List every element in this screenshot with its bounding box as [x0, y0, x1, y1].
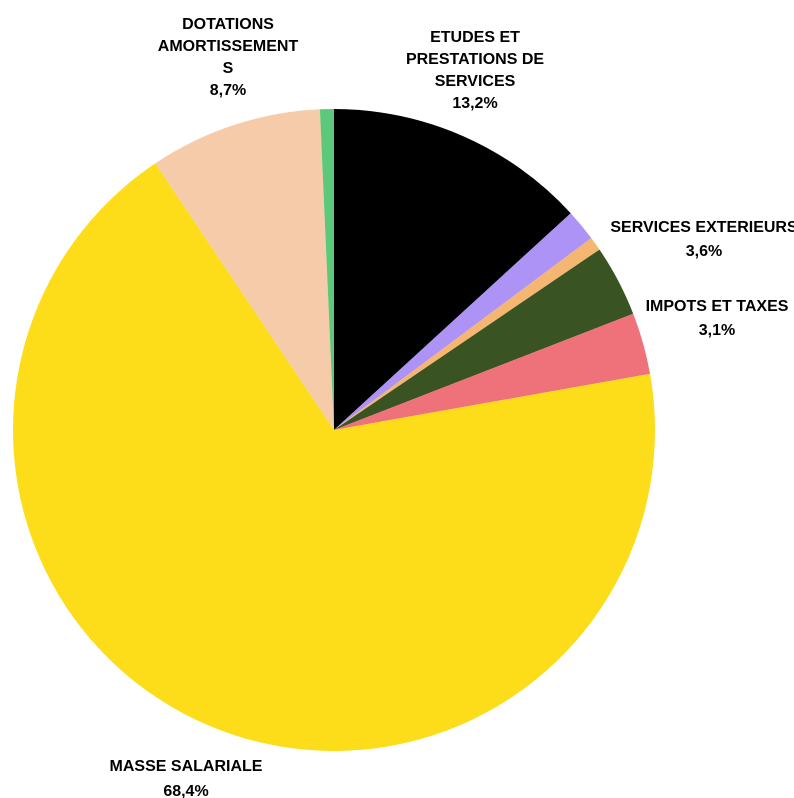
slice-label-line: PRESTATIONS DE — [406, 51, 544, 68]
slice-percent: 68,4% — [163, 783, 208, 798]
slice-label-line: SERVICES — [435, 73, 516, 90]
pie-slice-dotations-amortissements — [155, 109, 334, 430]
slice-label-masse-salariale: MASSE SALARIALE 68,4% — [110, 758, 263, 798]
pie-slice-masse-salariale — [13, 163, 656, 751]
pie-labels: ETUDES ET PRESTATIONS DE SERVICES 13,2% SERV… — [110, 16, 794, 798]
slice-label-line: SERVICES EXTERIEURS — [610, 219, 794, 236]
slice-percent: 3,6% — [686, 243, 722, 260]
slice-percent: 8,7% — [210, 82, 246, 99]
slice-label-line: DOTATIONS — [182, 16, 274, 33]
pie-slices — [13, 109, 656, 751]
slice-label-impots-et-taxes: IMPOTS ET TAXES 3,1% — [646, 298, 789, 339]
pie-slice-services-exterieurs — [334, 249, 634, 430]
pie-slice-unlabeled-2 — [334, 238, 600, 430]
slice-label-services-exterieurs: SERVICES EXTERIEURS 3,6% — [610, 219, 794, 260]
slice-label-line: IMPOTS ET TAXES — [646, 298, 789, 315]
slice-percent: 3,1% — [699, 322, 735, 339]
slice-label-line: S — [223, 60, 234, 77]
pie-slice-impots-et-taxes — [334, 313, 651, 430]
slice-label-line: ETUDES ET — [430, 29, 520, 46]
pie-slice-etudes-et-prestations-de-services — [334, 109, 571, 430]
slice-label-etudes-et-prestations-de-services: ETUDES ET PRESTATIONS DE SERVICES 13,2% — [406, 29, 544, 112]
slice-label-line: MASSE SALARIALE — [110, 758, 263, 775]
slice-label-line: AMORTISSEMENT — [158, 38, 299, 55]
slice-percent: 13,2% — [452, 95, 497, 112]
pie-slice-unlabeled-7 — [319, 109, 334, 430]
slice-label-dotations-amortissements: DOTATIONS AMORTISSEMENT S 8,7% — [158, 16, 299, 99]
pie-slice-unlabeled-1 — [334, 213, 592, 430]
